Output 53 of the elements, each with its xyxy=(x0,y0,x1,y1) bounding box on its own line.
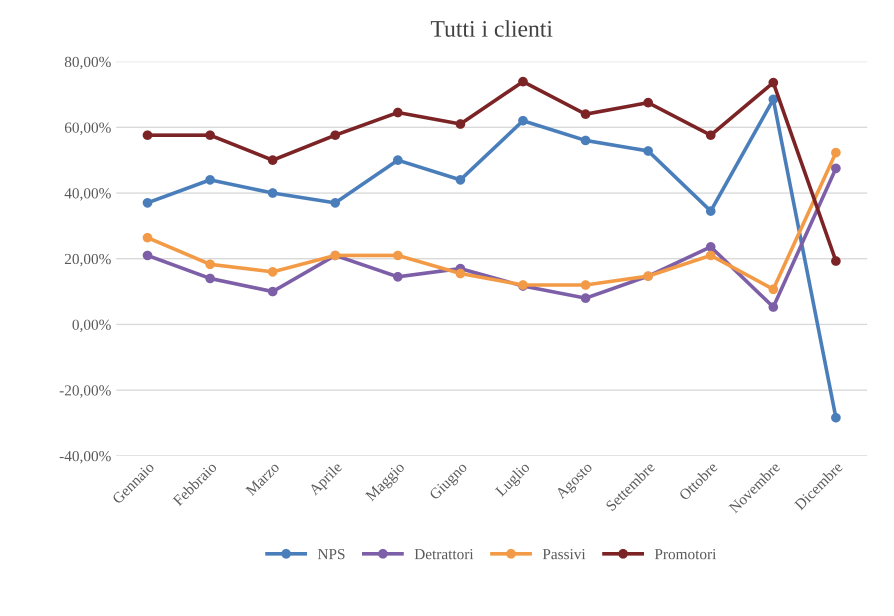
y-tick-label: 80,00% xyxy=(64,56,111,70)
point xyxy=(456,268,466,278)
point xyxy=(205,175,215,185)
point xyxy=(706,206,716,216)
y-tick-label: 60,00% xyxy=(64,122,111,135)
point xyxy=(768,94,778,104)
point xyxy=(580,280,590,290)
point xyxy=(268,155,278,166)
point xyxy=(142,198,152,208)
point xyxy=(330,130,340,140)
point xyxy=(768,284,778,294)
point xyxy=(518,116,528,126)
point xyxy=(831,148,841,158)
point xyxy=(580,293,590,304)
point xyxy=(142,232,152,243)
point xyxy=(580,136,590,146)
point xyxy=(643,98,654,108)
point xyxy=(831,412,841,423)
point xyxy=(643,146,654,156)
y-tick-label: 20,00% xyxy=(64,254,111,266)
point xyxy=(706,130,716,140)
legend-label: Detrattori xyxy=(414,549,474,560)
point xyxy=(706,250,716,260)
point xyxy=(268,267,278,277)
point xyxy=(706,242,716,252)
point xyxy=(456,119,466,129)
y-tick-label: 0,00% xyxy=(72,320,111,332)
point xyxy=(831,256,841,266)
y-tick-label: -40,00% xyxy=(60,450,111,464)
point xyxy=(205,274,215,284)
point xyxy=(580,109,590,120)
point xyxy=(392,272,403,282)
y-tick-label: 40,00% xyxy=(64,188,111,201)
legend-label: Passivi xyxy=(542,549,586,560)
point xyxy=(205,130,215,140)
point xyxy=(268,286,278,296)
point xyxy=(768,302,778,312)
point xyxy=(142,250,152,260)
legend-label: Promotori xyxy=(654,549,716,560)
point xyxy=(768,78,778,88)
point xyxy=(392,250,403,260)
chart-title: Tutti i clienti xyxy=(430,20,552,37)
point xyxy=(392,155,403,166)
point xyxy=(831,164,841,174)
point xyxy=(392,108,403,118)
point xyxy=(205,259,215,270)
point xyxy=(142,130,152,140)
point xyxy=(268,188,278,198)
point xyxy=(456,175,466,185)
legend-label: NPS xyxy=(318,549,345,560)
point xyxy=(518,76,528,86)
y-tick-label: -20,00% xyxy=(60,385,111,398)
point xyxy=(330,198,340,208)
